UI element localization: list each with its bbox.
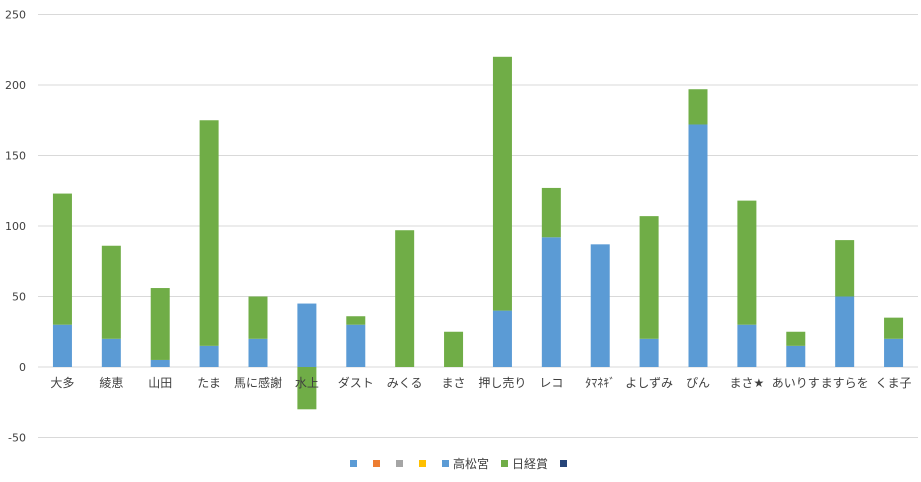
legend-swatch — [441, 460, 449, 467]
bar-series-5-16 — [835, 240, 855, 297]
legend-item — [560, 460, 571, 467]
legend-label: 日経賞 — [512, 457, 549, 471]
bar-series-5-4 — [248, 296, 268, 339]
legend-swatch — [560, 460, 568, 467]
bar-series-5-10 — [541, 187, 561, 238]
x-tick-label: ますらを — [821, 376, 869, 390]
bar-series-5-5 — [297, 367, 317, 410]
chart-plot: -50 0 50 100 150 200 250 大多 綾恵 山田 たま 馬に感謝 水上 ダスト みくる まさ… — [5, 9, 918, 445]
bar-series-5-3 — [199, 120, 219, 346]
x-tick-label: くま子 — [876, 376, 912, 390]
x-tick-label: ダスト — [338, 375, 374, 390]
bar-series-5-7 — [395, 230, 415, 367]
x-tick-label: 大多 — [50, 376, 74, 390]
x-tick-label: よしずみ — [625, 376, 673, 390]
legend-label: 高松宮 — [452, 457, 489, 471]
bar-series-4-16 — [835, 296, 855, 367]
y-tick-label: -50 — [8, 432, 26, 445]
x-tick-label: 押し売り — [478, 375, 526, 390]
x-tick-label: 山田 — [148, 376, 172, 390]
y-tick-label: 100 — [5, 220, 26, 233]
y-tick-label: 150 — [5, 150, 26, 163]
x-tick-label: たま — [197, 376, 221, 390]
bar-series-5-0 — [52, 193, 72, 325]
chart-legend: 高松宮 日経賞 — [0, 455, 921, 472]
bar-series-4-9 — [492, 310, 512, 367]
bar-series-4-13 — [688, 124, 708, 367]
bar-series-4-11 — [590, 244, 610, 367]
y-tick-label: 50 — [12, 291, 26, 304]
bar-series-5-15 — [786, 331, 806, 346]
bar-series-4-1 — [101, 338, 121, 367]
bar-series-4-0 — [52, 324, 72, 367]
bar-series-5-13 — [688, 89, 708, 125]
y-tick-label: 200 — [5, 79, 26, 92]
bar-series-4-10 — [541, 237, 561, 367]
x-tick-label: みくる — [387, 376, 423, 390]
bar-series-4-2 — [150, 359, 170, 367]
legend-item — [349, 460, 361, 467]
bar-series-5-17 — [884, 317, 904, 339]
x-tick-label: ﾀﾏﾈｷﾞ — [585, 376, 615, 390]
legend-swatch — [501, 460, 508, 467]
y-tick-label: 0 — [19, 361, 26, 374]
bar-series-4-15 — [786, 345, 806, 367]
bar-series-4-3 — [199, 345, 219, 367]
legend-item: 日経賞 — [501, 455, 548, 472]
x-tick-label: 馬に感謝 — [234, 375, 282, 390]
x-tick-label: レコ — [539, 376, 563, 390]
legend-swatch — [372, 460, 380, 467]
bar-series-4-6 — [346, 324, 366, 367]
bar-series-4-17 — [884, 338, 904, 367]
bar-series-5-2 — [150, 288, 170, 360]
y-tick-label: 250 — [5, 9, 26, 22]
x-tick-label: 水上 — [295, 376, 319, 390]
x-tick-label: まさ★ — [730, 376, 765, 390]
x-tick-label: 綾恵 — [99, 375, 123, 390]
bar-series-4-14 — [737, 324, 757, 367]
bar-series-5-1 — [101, 245, 121, 339]
legend-item: 高松宮 — [441, 455, 489, 472]
legend-swatch — [418, 460, 426, 467]
bar-series-5-14 — [737, 200, 757, 325]
bar-series-5-9 — [492, 56, 512, 311]
legend-item — [395, 460, 407, 467]
x-tick-label: あいりす — [772, 376, 820, 390]
bar-series-4-5 — [297, 303, 317, 367]
x-tick-label: ぴん — [686, 376, 710, 390]
bar-series-5-12 — [639, 216, 659, 339]
bar-series-4-4 — [248, 338, 268, 367]
legend-swatch — [395, 460, 403, 467]
bar-series-5-8 — [444, 331, 464, 367]
legend-swatch — [349, 460, 357, 467]
legend-item — [372, 460, 384, 467]
bar-series-5-6 — [346, 316, 366, 325]
legend-item — [418, 460, 430, 467]
bar-series-4-12 — [639, 338, 659, 367]
x-tick-label: まさ — [442, 376, 466, 390]
